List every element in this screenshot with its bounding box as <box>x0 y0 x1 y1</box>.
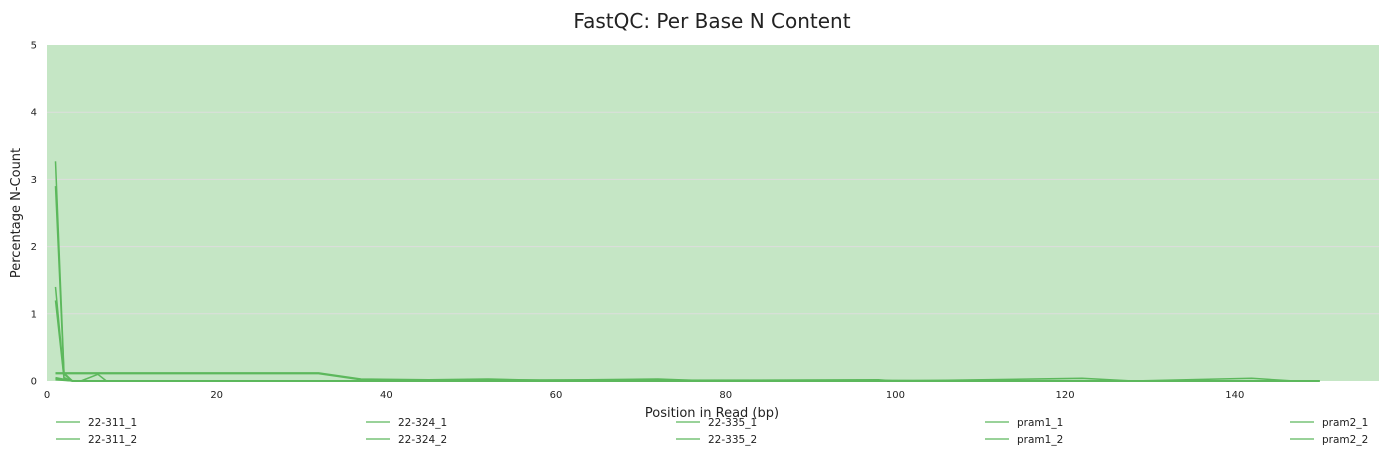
x-tick-labels: 0 20 40 60 80 100 120 140 <box>44 390 1245 401</box>
legend-item-22-311_1[interactable]: 22-311_1 <box>56 417 137 429</box>
legend-item-22-335_1[interactable]: 22-335_1 <box>676 417 757 429</box>
y-tick-label: 0 <box>31 377 37 388</box>
y-tick-label: 4 <box>31 108 37 119</box>
series-layer <box>54 161 1320 382</box>
y-tick-label: 5 <box>31 41 37 52</box>
legend-label: pram2_1 <box>1322 417 1368 429</box>
legend-label: 22-324_2 <box>398 434 447 446</box>
legend-label: 22-335_1 <box>708 417 757 429</box>
y-tick-label: 3 <box>31 175 37 186</box>
x-tick-label: 0 <box>44 390 50 401</box>
legend-item-pram1_2[interactable]: pram1_2 <box>985 434 1063 446</box>
x-axis-label: Position in Read (bp) <box>645 406 779 421</box>
legend-label: 22-335_2 <box>708 434 757 446</box>
x-tick-label: 100 <box>886 390 905 401</box>
chart-title: FastQC: Per Base N Content <box>573 9 850 33</box>
pass-band <box>47 45 1379 381</box>
legend: 22-311_1 22-311_2 22-324_1 22-324_2 22-335_1… <box>56 417 1368 446</box>
y-tick-labels: 0 1 2 3 4 5 <box>31 41 37 388</box>
legend-item-pram2_2[interactable]: pram2_2 <box>1290 434 1368 446</box>
y-axis-label: Percentage N-Count <box>9 148 24 278</box>
series-line-pram2_2[interactable] <box>55 378 1320 382</box>
legend-item-pram1_1[interactable]: pram1_1 <box>985 417 1063 429</box>
y-tick-label: 1 <box>31 309 37 320</box>
legend-item-22-311_2[interactable]: 22-311_2 <box>56 434 137 446</box>
legend-label: pram1_2 <box>1017 434 1063 446</box>
legend-item-22-335_2[interactable]: 22-335_2 <box>676 434 757 446</box>
x-tick-label: 80 <box>719 390 732 401</box>
x-tick-label: 140 <box>1225 390 1244 401</box>
legend-label: 22-311_2 <box>88 434 137 446</box>
legend-item-22-324_2[interactable]: 22-324_2 <box>366 434 447 446</box>
grid-lines <box>47 111 1379 315</box>
x-tick-label: 120 <box>1056 390 1075 401</box>
legend-label: 22-324_1 <box>398 417 447 429</box>
legend-label: 22-311_1 <box>88 417 137 429</box>
legend-item-pram2_1[interactable]: pram2_1 <box>1290 417 1368 429</box>
x-tick-label: 20 <box>210 390 223 401</box>
legend-label: pram1_1 <box>1017 417 1063 429</box>
plot-background <box>47 45 1379 381</box>
legend-label: pram2_2 <box>1322 434 1368 446</box>
legend-item-22-324_1[interactable]: 22-324_1 <box>366 417 447 429</box>
y-tick-label: 2 <box>31 242 37 253</box>
x-tick-label: 40 <box>380 390 393 401</box>
x-tick-label: 60 <box>550 390 563 401</box>
